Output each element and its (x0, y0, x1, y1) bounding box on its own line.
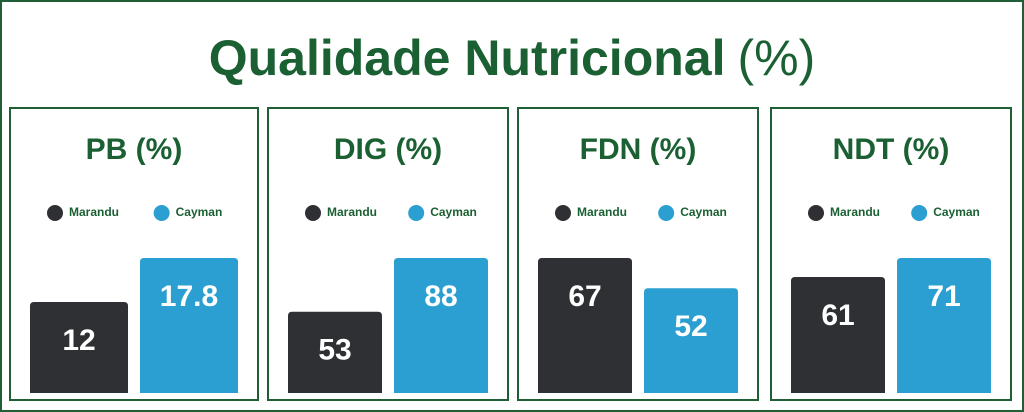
legend-label: Marandu (577, 205, 627, 219)
legend-label: Cayman (176, 205, 223, 219)
legend-marker (911, 205, 928, 221)
bar (791, 277, 885, 393)
bar (288, 311, 382, 393)
bar (644, 288, 738, 393)
legend-label: Cayman (933, 205, 980, 219)
title-text: Qualidade Nutricional (209, 30, 726, 86)
legend-label: Marandu (69, 205, 119, 219)
legend-marker (47, 205, 63, 221)
bar (394, 258, 488, 393)
bar (140, 258, 238, 393)
panel-title: NDT (%) (833, 133, 950, 166)
legend-marker (408, 205, 425, 221)
value-label: 71 (927, 280, 960, 313)
panel (267, 107, 509, 401)
panel (770, 107, 1012, 401)
value-label: 17.8 (160, 280, 218, 313)
legend-marker (153, 205, 170, 221)
legend-label: Cayman (430, 205, 477, 219)
legend-marker (808, 205, 824, 221)
legend-marker (555, 205, 571, 221)
panel (517, 107, 759, 401)
bar (897, 258, 991, 393)
value-label: 52 (674, 310, 707, 343)
title-unit: (%) (737, 30, 815, 86)
legend-marker (305, 205, 321, 221)
value-label: 53 (318, 334, 351, 367)
panel-title: PB (%) (86, 133, 183, 166)
bar (30, 301, 128, 393)
value-label: 12 (62, 324, 95, 357)
bar (538, 258, 632, 393)
legend-label: Cayman (680, 205, 727, 219)
main-title: Qualidade Nutricional (%) (209, 30, 816, 86)
legend-marker (658, 205, 675, 221)
legend-label: Marandu (327, 205, 377, 219)
value-label: 88 (424, 280, 457, 313)
value-label: 61 (821, 299, 854, 332)
panel-title: DIG (%) (334, 133, 442, 166)
panel (9, 107, 259, 401)
panel-title: FDN (%) (580, 133, 697, 166)
legend-label: Marandu (830, 205, 880, 219)
value-label: 67 (568, 280, 601, 313)
